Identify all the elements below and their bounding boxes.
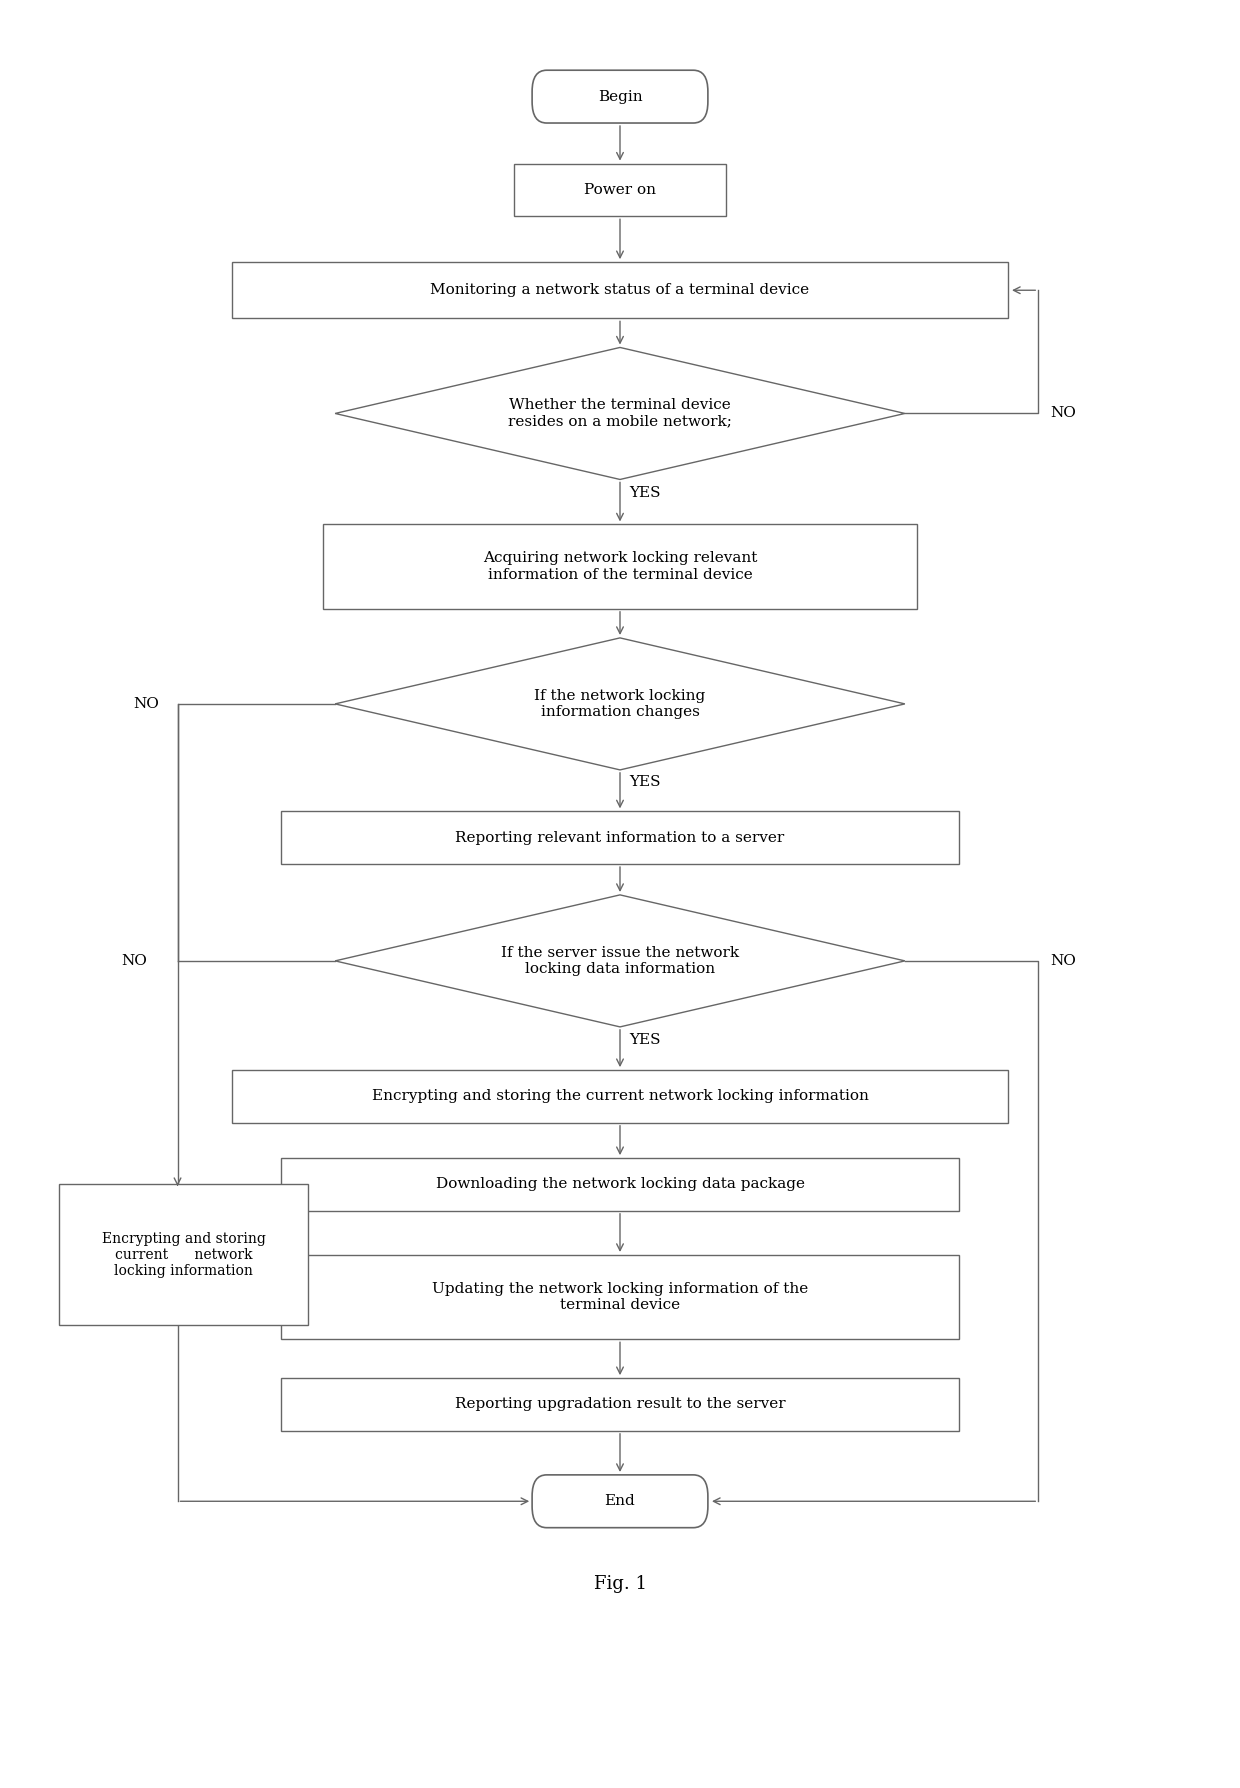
Text: If the network locking
information changes: If the network locking information chang… [534,688,706,719]
Bar [280,812,960,864]
Text: YES: YES [630,1033,661,1046]
Text: Begin: Begin [598,89,642,104]
FancyBboxPatch shape [532,1475,708,1527]
Text: Reporting relevant information to a server: Reporting relevant information to a serv… [455,831,785,844]
Text: Power on: Power on [584,182,656,197]
Text: Updating the network locking information of the
terminal device: Updating the network locking information… [432,1282,808,1312]
Text: Fig. 1: Fig. 1 [594,1575,646,1593]
Polygon shape [335,638,905,771]
Text: Whether the terminal device
resides on a mobile network;: Whether the terminal device resides on a… [508,399,732,429]
Text: If the server issue the network
locking data information: If the server issue the network locking … [501,946,739,976]
Text: NO: NO [1050,406,1076,420]
Bar [232,263,1008,318]
Bar [60,1184,308,1325]
Bar [280,1379,960,1430]
Text: Encrypting and storing
current      network
locking information: Encrypting and storing current network l… [102,1232,265,1278]
Text: YES: YES [630,774,661,789]
Text: Monitoring a network status of a terminal device: Monitoring a network status of a termina… [430,283,810,297]
Polygon shape [335,894,905,1026]
Text: End: End [605,1495,635,1509]
Text: NO: NO [1050,953,1076,967]
Text: YES: YES [630,486,661,501]
Polygon shape [335,347,905,479]
Text: Acquiring network locking relevant
information of the terminal device: Acquiring network locking relevant infor… [482,551,758,581]
Text: Encrypting and storing the current network locking information: Encrypting and storing the current netwo… [372,1089,868,1103]
Bar [280,1159,960,1210]
Bar [322,524,918,610]
Text: NO: NO [134,697,160,712]
Bar [280,1255,960,1339]
Text: Reporting upgradation result to the server: Reporting upgradation result to the serv… [455,1398,785,1411]
FancyBboxPatch shape [532,70,708,123]
Bar [232,1069,1008,1123]
Text: NO: NO [122,953,148,967]
Text: Downloading the network locking data package: Downloading the network locking data pac… [435,1178,805,1191]
Bar [513,163,727,216]
